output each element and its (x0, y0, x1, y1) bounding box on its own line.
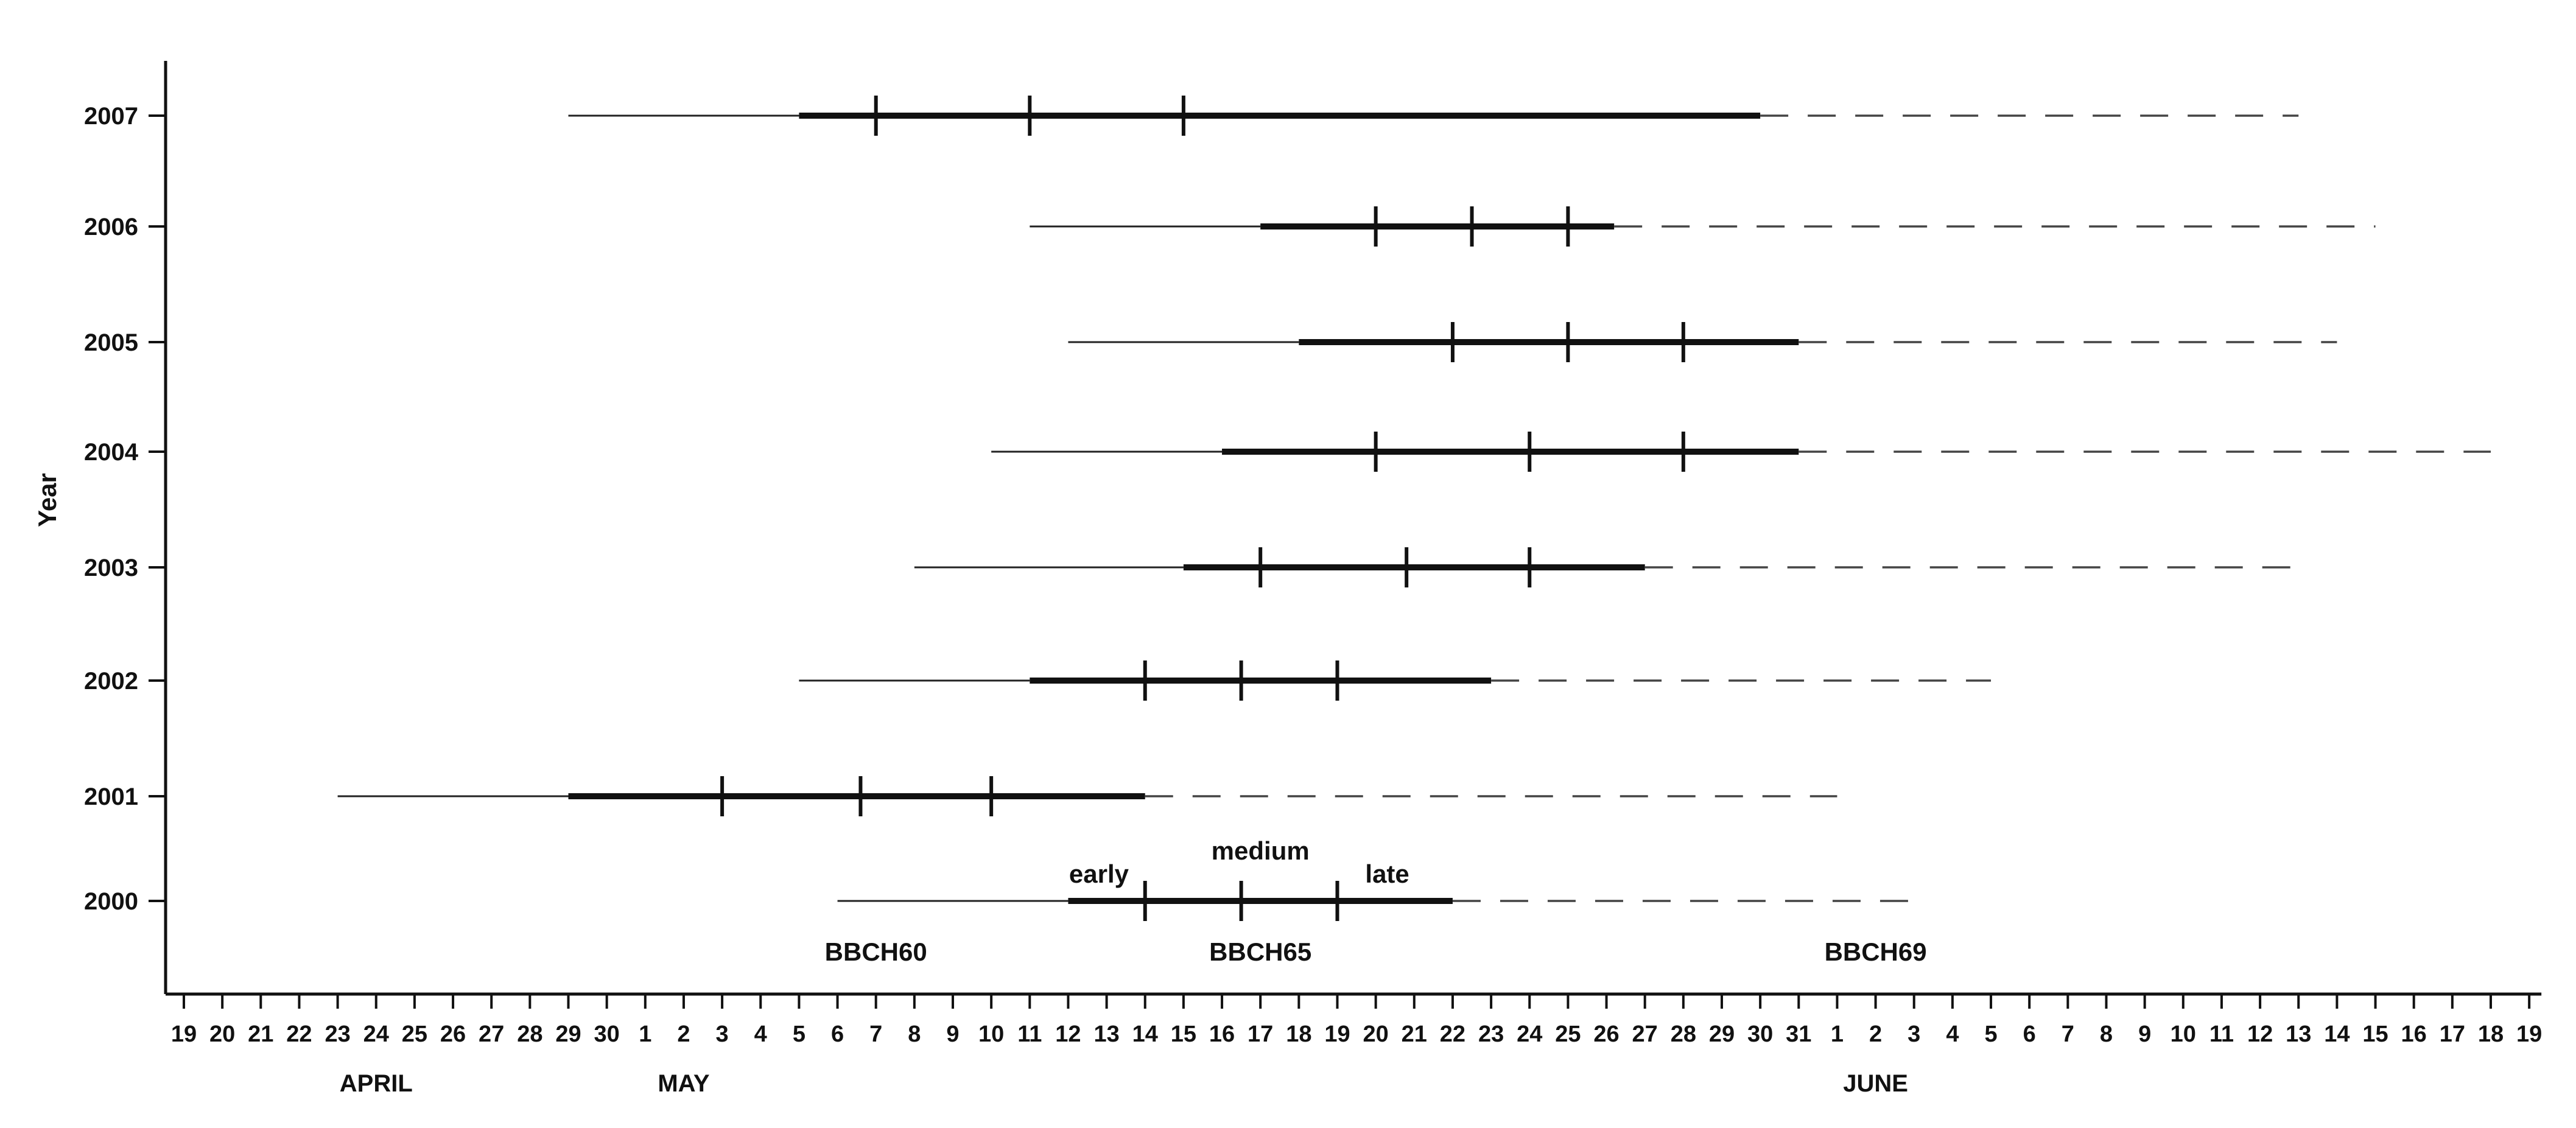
x-tick-label: 9 (946, 1021, 959, 1047)
y-axis-title: Year (33, 473, 61, 527)
x-tick-label: 27 (479, 1021, 504, 1047)
year-label: 2000 (84, 888, 138, 915)
x-tick-label: 26 (1593, 1021, 1619, 1047)
x-tick-label: 19 (2516, 1021, 2542, 1047)
stage-label: BBCH60 (825, 937, 927, 966)
x-tick-label: 9 (2138, 1021, 2151, 1047)
x-tick-label: 12 (2247, 1021, 2273, 1047)
x-tick-label: 3 (1907, 1021, 1920, 1047)
x-tick-label: 5 (1984, 1021, 1997, 1047)
x-tick-label: 29 (1709, 1021, 1735, 1047)
x-tick-label: 21 (1402, 1021, 1427, 1047)
stage-label: BBCH69 (1825, 937, 1927, 966)
x-tick-label: 26 (440, 1021, 466, 1047)
labels-layer: APRIL MAY JUNE early medium late BBCH60 BBCH65 B… (340, 836, 1927, 1097)
x-tick-label: 29 (555, 1021, 581, 1047)
x-tick-label: 6 (2023, 1021, 2036, 1047)
x-tick-label: 7 (2062, 1021, 2074, 1047)
year-label: 2001 (84, 783, 138, 810)
x-tick-label: 17 (1248, 1021, 1273, 1047)
x-tick-label: 23 (1478, 1021, 1504, 1047)
phase-label: medium (1212, 836, 1310, 865)
series-row: 2004 (84, 432, 2491, 472)
phase-label: early (1069, 860, 1129, 888)
x-tick-label: 28 (1671, 1021, 1696, 1047)
x-tick-label: 23 (325, 1021, 350, 1047)
x-tick-label: 24 (363, 1021, 389, 1047)
series-row: 2000 (84, 881, 1914, 921)
x-tick-label: 1 (639, 1021, 651, 1047)
x-tick-label: 13 (1093, 1021, 1119, 1047)
month-label: MAY (658, 1070, 710, 1097)
axes: 19 20 21 22 23 24 25 26 27 28 29 30 1 2 3 4 5 6 7 8 9 10 11 12 1… (33, 61, 2542, 1047)
year-label: 2004 (84, 439, 139, 466)
year-label: 2006 (84, 214, 138, 240)
x-tick-label: 24 (1517, 1021, 1542, 1047)
x-tick-label: 19 (1324, 1021, 1350, 1047)
x-tick-label: 16 (2401, 1021, 2427, 1047)
x-tick-label: 8 (908, 1021, 921, 1047)
series-row: 2007 (84, 96, 2299, 136)
x-tick-label: 7 (869, 1021, 882, 1047)
phase-label: late (1365, 860, 1409, 888)
x-tick-label: 2 (1869, 1021, 1882, 1047)
x-tick-label: 1 (1831, 1021, 1844, 1047)
year-label: 2003 (84, 555, 138, 581)
series-row: 2005 (84, 322, 2337, 362)
series-row: 2006 (84, 206, 2376, 247)
x-tick-label: 17 (2440, 1021, 2465, 1047)
x-tick-label: 14 (1132, 1021, 1158, 1047)
x-tick-label: 27 (1632, 1021, 1658, 1047)
year-label: 2007 (84, 103, 138, 130)
x-tick-label: 31 (1786, 1021, 1811, 1047)
x-tick-label: 4 (1946, 1021, 1959, 1047)
x-tick-label: 22 (1440, 1021, 1465, 1047)
x-tick-label: 15 (2362, 1021, 2388, 1047)
x-tick-label: 20 (1363, 1021, 1389, 1047)
x-tick-label: 20 (209, 1021, 235, 1047)
x-tick-label: 16 (1209, 1021, 1235, 1047)
x-tick-label: 25 (1555, 1021, 1581, 1047)
x-tick-label: 18 (1286, 1021, 1311, 1047)
x-tick-label: 12 (1055, 1021, 1081, 1047)
x-tick-label: 15 (1171, 1021, 1196, 1047)
x-tick-label: 19 (171, 1021, 197, 1047)
x-tick-label: 10 (978, 1021, 1004, 1047)
x-tick-label: 14 (2324, 1021, 2350, 1047)
x-tick-label: 30 (594, 1021, 620, 1047)
x-tick-label: 22 (286, 1021, 312, 1047)
series-row: 2002 (84, 660, 1992, 701)
x-tick-label: 28 (517, 1021, 542, 1047)
x-tick-label: 8 (2100, 1021, 2113, 1047)
x-tick-label: 4 (754, 1021, 767, 1047)
month-label: APRIL (340, 1070, 413, 1097)
stage-label: BBCH65 (1209, 937, 1311, 966)
x-tick-label: 11 (1017, 1021, 1042, 1047)
series-row: 2003 (84, 547, 2299, 587)
x-tick-label: 21 (248, 1021, 273, 1047)
x-tick-label: 3 (716, 1021, 729, 1047)
x-tick-label: 11 (2209, 1021, 2234, 1047)
x-tick-label: 6 (831, 1021, 844, 1047)
year-label: 2005 (84, 329, 138, 356)
year-label: 2002 (84, 668, 138, 695)
series-layer: 2007 2006 2005 2004 2003 2002 2001 2000 (84, 96, 2491, 921)
x-tick-label: 30 (1747, 1021, 1773, 1047)
series-row: 2001 (84, 776, 1837, 816)
x-tick-label: 18 (2478, 1021, 2504, 1047)
month-label: JUNE (1843, 1070, 1908, 1097)
x-tick-label: 10 (2171, 1021, 2196, 1047)
x-tick-label: 5 (793, 1021, 805, 1047)
x-tick-label: 13 (2286, 1021, 2311, 1047)
x-tick-label: 2 (677, 1021, 690, 1047)
x-tick-label: 25 (402, 1021, 427, 1047)
